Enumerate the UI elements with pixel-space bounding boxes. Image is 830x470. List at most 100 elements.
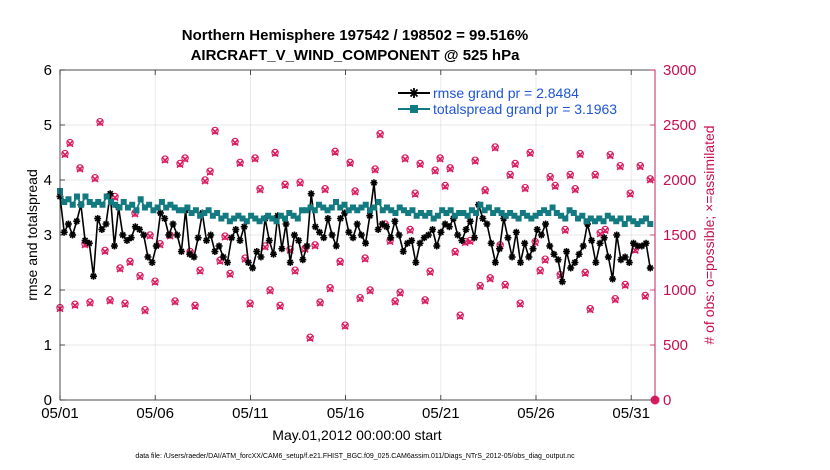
- obs-possible-point: [266, 286, 274, 294]
- rmse-point: [357, 231, 365, 239]
- obs-assimilated-point: [161, 156, 169, 164]
- obs-assimilated-point: [216, 257, 224, 265]
- obs-assimilated-point: [266, 287, 274, 295]
- obs-assimilated-point: [456, 312, 464, 320]
- x-tick-label: 05/01: [41, 405, 79, 422]
- y-tick-label: 4: [44, 172, 52, 189]
- obs-possible-point: [591, 170, 599, 179]
- totalspread-point: [392, 210, 399, 216]
- obs-possible-point: [546, 172, 554, 181]
- rmse-point: [458, 237, 466, 244]
- totalspread-point: [286, 210, 293, 216]
- obs-possible-point: [246, 299, 254, 307]
- obs-possible-point: [346, 158, 354, 167]
- totalspread-point: [451, 212, 458, 219]
- totalspread-point: [273, 218, 280, 225]
- rmse-point: [579, 242, 587, 250]
- rmse-point: [588, 237, 596, 244]
- legend-spread-marker: [410, 105, 418, 113]
- obs-possible-point: [571, 185, 579, 193]
- rmse-point: [592, 259, 600, 266]
- obs-possible-point: [281, 180, 289, 189]
- obs-assimilated-point: [66, 140, 74, 148]
- rmse-point: [64, 220, 72, 228]
- obs-possible-point: [101, 246, 109, 255]
- obs-assimilated-point: [391, 298, 399, 306]
- totalspread-point: [596, 215, 603, 222]
- totalspread-point: [396, 204, 403, 211]
- rmse-point: [646, 264, 654, 272]
- obs-possible-point: [476, 281, 484, 290]
- totalspread-point: [103, 193, 110, 200]
- obs-possible-point: [176, 159, 184, 168]
- obs-assimilated-point: [311, 242, 319, 250]
- rmse-point: [286, 259, 294, 266]
- obs-possible-point: [321, 185, 329, 193]
- obs-assimilated-point: [96, 119, 104, 127]
- rmse-point: [596, 239, 604, 247]
- rmse-point: [537, 231, 545, 239]
- obs-assimilated-point: [136, 273, 144, 281]
- obs-possible-point: [226, 269, 234, 278]
- rmse-point: [269, 250, 277, 258]
- rmse-point: [311, 223, 319, 231]
- obs-assimilated-point: [231, 139, 239, 147]
- totalspread-point: [434, 212, 441, 219]
- obs-assimilated-point: [616, 163, 624, 171]
- totalspread-point: [604, 212, 611, 219]
- rmse-point: [374, 226, 382, 233]
- obs-possible-point: [86, 298, 94, 306]
- obs-assimilated-point: [256, 186, 264, 194]
- obs-assimilated-point: [226, 271, 234, 279]
- obs-assimilated-point: [506, 172, 514, 180]
- obs-assimilated-point: [116, 265, 124, 273]
- rmse-point: [127, 234, 135, 242]
- totalspread-point: [400, 207, 407, 214]
- rmse-point: [161, 215, 169, 222]
- rmse-point: [303, 242, 311, 250]
- rmse-point: [73, 217, 81, 225]
- obs-assimilated-point: [246, 300, 254, 308]
- totalspread-point: [409, 207, 416, 214]
- obs-assimilated-point: [606, 152, 614, 160]
- obs-possible-point: [416, 159, 424, 168]
- obs-possible-point: [451, 247, 459, 256]
- obs-possible-point: [421, 296, 429, 304]
- y-tick-label: 6: [44, 62, 52, 79]
- totalspread-point: [549, 204, 556, 211]
- obs-possible-point: [406, 225, 414, 234]
- totalspread-point: [311, 207, 318, 214]
- rmse-point: [98, 226, 106, 233]
- totalspread-point: [519, 210, 526, 216]
- totalspread-point: [413, 212, 420, 219]
- rmse-point: [295, 237, 303, 244]
- legend-spread-label: totalspread grand pr = 3.1963: [433, 101, 617, 117]
- totalspread-point: [609, 215, 616, 222]
- obs-assimilated-point: [291, 267, 299, 275]
- y2-tick-label: 3000: [663, 62, 696, 79]
- obs-possible-point: [606, 150, 614, 159]
- totalspread-point: [99, 201, 106, 208]
- obs-possible-point: [231, 137, 239, 146]
- y2-tick-label: 2000: [663, 172, 696, 189]
- obs-assimilated-point: [296, 179, 304, 187]
- obs-possible-point: [181, 154, 189, 162]
- obs-assimilated-point: [271, 150, 279, 158]
- rmse-point: [353, 220, 361, 228]
- x-tick-label: 05/11: [232, 405, 268, 422]
- totalspread-point: [324, 207, 331, 214]
- rmse-point: [278, 245, 286, 253]
- obs-assimilated-point: [356, 295, 364, 303]
- x-axis-label: May.01,2012 00:00:00 start: [272, 427, 442, 443]
- obs-assimilated-point: [276, 302, 284, 311]
- rmse-point: [257, 253, 265, 261]
- rmse-point: [211, 248, 219, 255]
- totalspread-point: [65, 196, 72, 203]
- obs-possible-point: [196, 266, 204, 274]
- x-tick-label: 05/06: [136, 405, 174, 422]
- obs-assimilated-point: [501, 282, 509, 290]
- obs-assimilated-point: [541, 256, 549, 264]
- rmse-point: [378, 220, 386, 228]
- obs-assimilated-point: [316, 299, 324, 307]
- totalspread-point: [124, 204, 131, 211]
